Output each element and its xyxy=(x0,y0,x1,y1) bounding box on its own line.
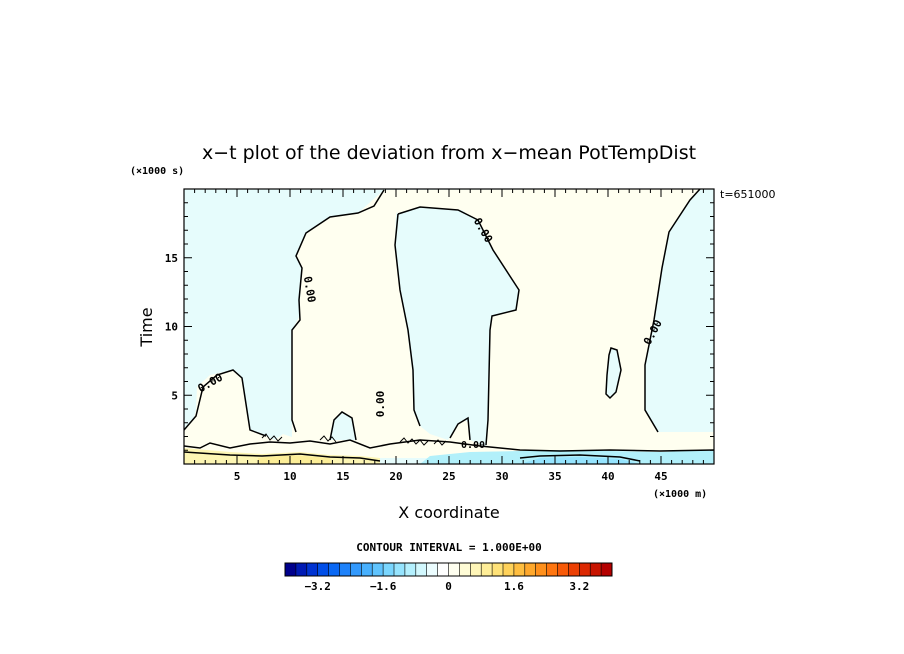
colorbar-tick-label: 1.6 xyxy=(504,580,524,593)
y-units-label: (×1000 s) xyxy=(130,166,184,177)
y-tick-label: 5 xyxy=(171,389,178,402)
colorbar-swatch xyxy=(492,563,504,576)
colorbar-swatch xyxy=(295,563,308,576)
contour-line xyxy=(519,454,641,462)
colorbar-swatch xyxy=(404,563,417,576)
colorbar-swatch xyxy=(317,563,329,576)
contour-line xyxy=(397,206,520,446)
negative-region xyxy=(330,412,356,440)
colorbar-swatch xyxy=(306,563,319,576)
negative-band xyxy=(520,457,640,464)
colorbar-swatch xyxy=(557,563,569,576)
colorbar xyxy=(284,562,613,577)
colorbar-tick-label: −3.2 xyxy=(304,580,331,593)
x-units-label: (×1000 m) xyxy=(653,489,707,500)
colorbar-swatch xyxy=(568,563,580,576)
contour-line xyxy=(184,439,714,452)
colorbar-swatch xyxy=(579,563,591,576)
colorbar-swatch xyxy=(383,563,395,576)
colorbar-swatch xyxy=(503,563,515,576)
contour-line xyxy=(291,189,385,433)
colorbar-swatch xyxy=(590,563,602,576)
x-tick-label: 5 xyxy=(234,470,241,483)
colorbar-swatch xyxy=(350,563,362,576)
colorbar-swatch xyxy=(535,563,547,576)
y-tick-label: 10 xyxy=(165,321,178,334)
colorbar-tick-label: 0 xyxy=(445,580,452,593)
contour-line xyxy=(184,369,267,437)
contour-line xyxy=(329,411,357,441)
contour-line xyxy=(399,437,429,446)
contour-noise xyxy=(261,433,447,446)
contour-line xyxy=(261,433,283,442)
x-axis-label: X coordinate xyxy=(398,503,499,522)
colorbar-swatch xyxy=(361,563,373,576)
positive-region xyxy=(190,370,250,436)
colorbar-swatch xyxy=(513,563,526,576)
contour-line xyxy=(433,439,447,446)
colorbar-ticks: −3.2 −1.6 0 1.6 3.2 xyxy=(304,580,589,593)
colorbar-swatch xyxy=(437,563,449,576)
y-axis-label: Time xyxy=(137,307,156,347)
contour-line xyxy=(394,213,421,427)
zero-contours xyxy=(184,189,714,462)
x-tick-label: 35 xyxy=(548,470,561,483)
colorbar-swatch xyxy=(601,563,613,576)
positive-band xyxy=(258,455,332,464)
contour-line xyxy=(644,189,701,433)
contour-line xyxy=(319,435,337,443)
colorbar-swatch xyxy=(426,563,438,576)
colorbar-swatch xyxy=(448,563,460,576)
y-axis-ticks: 5 10 15 xyxy=(165,202,714,451)
negative-region xyxy=(395,208,519,440)
contour-line xyxy=(605,347,622,400)
x-tick-label: 20 xyxy=(389,470,402,483)
y-tick-label: 15 xyxy=(165,252,178,265)
chart-title: x−t plot of the deviation from x−mean Po… xyxy=(202,142,696,164)
colorbar-frame xyxy=(284,562,613,577)
x-tick-label: 30 xyxy=(495,470,508,483)
colorbar-swatch xyxy=(285,563,297,576)
colorbar-tick-label: 3.2 xyxy=(569,580,589,593)
x-tick-label: 45 xyxy=(654,470,667,483)
contour-label: 0.00 xyxy=(461,440,485,451)
contour-line xyxy=(184,451,381,462)
plot-area: 0.00 0.00 0.00 0.00 0.00 0.00 5 10 15 20 25 3… xyxy=(165,188,715,483)
colorbar-swatch xyxy=(481,563,493,576)
x-tick-label: 25 xyxy=(442,470,455,483)
x-tick-label: 15 xyxy=(336,470,349,483)
colorbar-swatch xyxy=(394,563,406,576)
time-stamp: t=651000 xyxy=(720,188,776,201)
x-tick-label: 40 xyxy=(601,470,614,483)
positive-region xyxy=(184,189,714,458)
contour-line xyxy=(449,416,471,441)
colorbar-swatch xyxy=(372,563,384,576)
contour-label: 0.00 xyxy=(301,275,318,303)
colorbar-swatch xyxy=(415,563,428,576)
x-axis-ticks: 5 10 15 20 25 30 35 40 45 xyxy=(194,189,704,483)
contour-label: 0.00 xyxy=(374,391,387,418)
negative-band xyxy=(420,450,714,464)
colorbar-swatch xyxy=(470,563,482,576)
colorbar-swatch xyxy=(546,563,558,576)
colorbar-swatch xyxy=(524,563,537,576)
contour-interval: CONTOUR INTERVAL = 1.000E+00 xyxy=(356,541,541,554)
colorbar-tick-label: −1.6 xyxy=(370,580,397,593)
colorbar-swatch xyxy=(459,563,471,576)
colorbar-swatch xyxy=(328,563,340,576)
x-tick-label: 10 xyxy=(283,470,296,483)
colorbar-swatch xyxy=(339,563,351,576)
